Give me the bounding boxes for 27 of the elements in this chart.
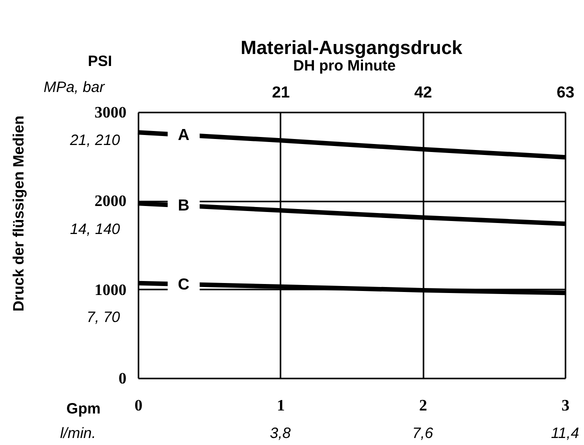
y-tick-label: 1000 — [94, 282, 126, 299]
x-axis-title: Gpm — [66, 400, 101, 418]
x-tick-label: 2 — [419, 398, 428, 414]
x2-tick-label: 21 — [272, 84, 290, 102]
y-axis-title: Druck der flüssigen Medien — [10, 116, 28, 312]
y-tick-label: 3000 — [94, 104, 126, 122]
text: 7,6 — [412, 425, 434, 442]
x-tick-label: 0 — [134, 398, 142, 414]
series-label: C — [178, 276, 190, 294]
y-tick-label: 2000 — [94, 193, 126, 210]
text: MPa, bar — [44, 79, 106, 96]
chart-title: Material-Ausgangsdruck — [240, 38, 463, 59]
text: 3,8 — [270, 425, 292, 442]
text: 7, 70 — [86, 309, 121, 326]
x-tick-label: 3 — [562, 398, 570, 414]
text: l/min. — [60, 425, 96, 442]
series-label: A — [178, 126, 190, 144]
text: 14, 140 — [70, 221, 121, 238]
x2-axis-title: DH pro Minute — [293, 58, 396, 74]
text: 11,4 — [550, 425, 580, 442]
series-label: B — [178, 198, 190, 215]
x-tick-label: 1 — [276, 398, 285, 414]
text: PSI — [88, 53, 112, 70]
x2-tick-label: 63 — [556, 84, 574, 102]
x2-tick-label: 42 — [414, 84, 432, 102]
y-tick-label: 0 — [118, 370, 126, 388]
text: 21, 210 — [68, 132, 121, 149]
